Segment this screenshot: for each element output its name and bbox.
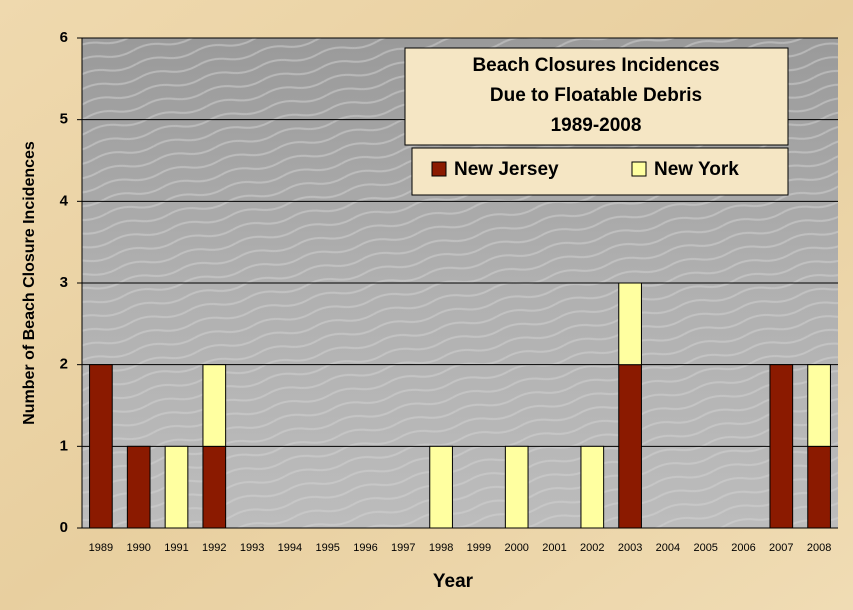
bar bbox=[202, 364, 227, 447]
x-tick-label: 1994 bbox=[278, 542, 302, 554]
x-tick-label: 2008 bbox=[807, 542, 831, 554]
chart-title: Due to Floatable Debris bbox=[490, 85, 702, 106]
x-tick-label: 1995 bbox=[315, 542, 339, 554]
x-tick-label: 1989 bbox=[89, 542, 113, 554]
x-tick-label: 1999 bbox=[467, 542, 491, 554]
bar bbox=[769, 364, 794, 529]
x-tick-label: 2006 bbox=[731, 542, 755, 554]
chart-title: Beach Closures Incidences bbox=[472, 55, 719, 76]
x-tick-label: 2005 bbox=[693, 542, 717, 554]
title-box bbox=[404, 47, 789, 146]
x-tick-label: 1992 bbox=[202, 542, 226, 554]
x-tick-label: 2001 bbox=[542, 542, 566, 554]
x-axis-title: Year bbox=[433, 571, 474, 592]
legend-label: New York bbox=[654, 159, 739, 180]
bar bbox=[807, 445, 831, 529]
bar bbox=[504, 445, 529, 529]
bar bbox=[89, 364, 113, 529]
y-tick-label: 0 bbox=[60, 519, 68, 536]
y-tick-label: 4 bbox=[60, 192, 69, 209]
x-tick-label: 2000 bbox=[504, 542, 528, 554]
bar bbox=[580, 445, 605, 529]
chart-title: 1989-2008 bbox=[551, 115, 642, 136]
bar bbox=[126, 445, 151, 529]
bar bbox=[429, 445, 453, 529]
x-tick-label: 1998 bbox=[429, 542, 453, 554]
x-tick-label: 2004 bbox=[656, 542, 680, 554]
y-tick-label: 1 bbox=[60, 437, 68, 454]
bar bbox=[618, 364, 642, 529]
legend-swatch bbox=[431, 161, 447, 177]
bar bbox=[202, 445, 227, 529]
x-tick-label: 1990 bbox=[126, 542, 150, 554]
x-tick-label: 1997 bbox=[391, 542, 415, 554]
x-tick-label: 2007 bbox=[769, 542, 793, 554]
y-tick-label: 6 bbox=[60, 29, 68, 46]
y-tick-label: 5 bbox=[60, 111, 68, 128]
y-axis-title: Number of Beach Closure Incidences bbox=[21, 141, 38, 425]
x-tick-label: 2002 bbox=[580, 542, 604, 554]
x-tick-label: 1991 bbox=[164, 542, 188, 554]
legend-label: New Jersey bbox=[454, 159, 559, 180]
bar bbox=[618, 282, 642, 366]
bar bbox=[807, 364, 831, 447]
bar bbox=[164, 445, 189, 529]
y-tick-label: 3 bbox=[60, 274, 68, 291]
y-tick-label: 2 bbox=[60, 356, 68, 373]
x-tick-label: 2003 bbox=[618, 542, 642, 554]
legend-swatch bbox=[631, 161, 647, 177]
legend-box bbox=[411, 147, 789, 196]
x-tick-label: 1993 bbox=[240, 542, 264, 554]
x-tick-label: 1996 bbox=[353, 542, 377, 554]
